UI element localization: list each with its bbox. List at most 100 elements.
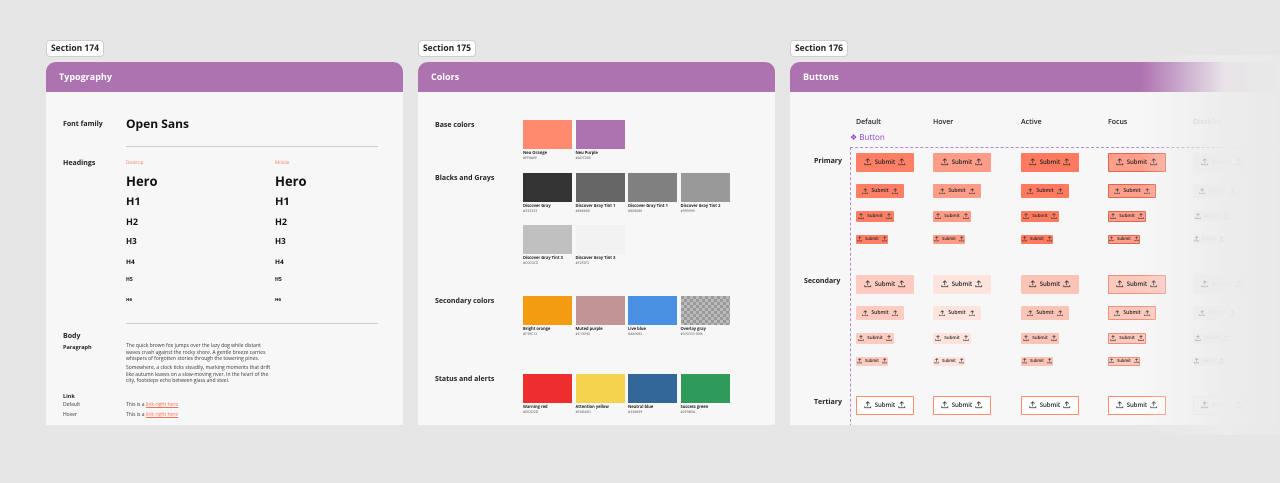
panel-header: Typography	[46, 62, 403, 92]
button[interactable]: Submit	[856, 306, 904, 320]
heading-sample: H4	[126, 257, 135, 266]
button-text: Submit	[944, 335, 960, 341]
state-label: Hover	[933, 118, 954, 127]
section-label: Section 176	[790, 40, 848, 57]
upload-icon	[1023, 213, 1029, 219]
upload-icon	[975, 401, 983, 409]
state-label: Focus	[1108, 118, 1128, 127]
color-swatch	[575, 374, 625, 403]
button[interactable]: Submit	[856, 332, 894, 344]
upload-icon	[886, 213, 892, 219]
upload-icon	[1029, 401, 1037, 409]
paragraph: Somewhere, a clock ticks steadily, marki…	[126, 365, 271, 384]
upload-icon	[1114, 309, 1121, 316]
button[interactable]: Submit	[1021, 332, 1059, 344]
swatch-hex: #336699	[628, 410, 643, 415]
button[interactable]: Submit	[933, 210, 971, 222]
button-text: Submit	[1032, 213, 1048, 219]
button-text: Submit	[874, 158, 896, 166]
label: Body	[63, 332, 81, 341]
color-swatch	[575, 120, 625, 149]
swatch-hex: #F39C12	[523, 332, 538, 337]
button[interactable]: Submit	[856, 152, 914, 172]
swatch-name: Neu Purple	[575, 151, 598, 156]
swatch-name: Discover Gray Tint 3	[575, 256, 616, 261]
button[interactable]: Submit	[856, 184, 904, 198]
button[interactable]: Submit	[933, 274, 991, 294]
button-text: Submit	[944, 213, 960, 219]
upload-icon	[1063, 401, 1071, 409]
upload-icon	[1116, 401, 1124, 409]
link-row: This is a link right here	[126, 412, 178, 418]
heading-sample: Hero	[275, 172, 307, 190]
upload-icon	[882, 236, 888, 242]
button[interactable]: Submit	[1021, 184, 1069, 198]
button[interactable]: Submit	[1108, 356, 1140, 366]
button[interactable]: Submit	[933, 332, 971, 344]
button-text: Submit	[867, 213, 883, 219]
swatch-name: Success green	[680, 405, 709, 410]
button-text: Submit	[951, 158, 973, 166]
button[interactable]: Submit	[856, 274, 914, 294]
upload-icon	[886, 335, 892, 341]
swatch-name: Warning red	[523, 405, 548, 410]
upload-icon	[1047, 236, 1053, 242]
button[interactable]: Submit	[1021, 234, 1053, 244]
button[interactable]: Submit	[933, 356, 965, 366]
button[interactable]: Submit	[1021, 152, 1079, 172]
button[interactable]: Submit	[1021, 395, 1079, 415]
upload-icon	[939, 309, 946, 316]
button[interactable]: Submit	[1108, 234, 1140, 244]
variant-label: Tertiary	[814, 398, 842, 407]
link-state: Default	[63, 402, 81, 408]
button-text: Submit	[948, 310, 966, 316]
button-text: Submit	[1036, 188, 1054, 194]
button-text: Submit	[942, 358, 956, 364]
button[interactable]: Submit	[1021, 356, 1053, 366]
button[interactable]: Submit	[933, 395, 991, 415]
swatch-name: Live blue	[628, 327, 646, 332]
button[interactable]: Submit	[1021, 210, 1059, 222]
heading-sample: H6	[126, 297, 133, 303]
link-state: Hover	[63, 412, 78, 418]
button[interactable]: Submit	[933, 152, 991, 172]
group-label: Secondary colors	[435, 297, 495, 306]
button[interactable]: Submit	[856, 356, 888, 366]
color-swatch	[575, 296, 625, 325]
upload-icon	[856, 358, 862, 364]
heading-sample: H6	[275, 297, 282, 303]
color-swatch	[523, 120, 572, 149]
upload-icon	[1116, 280, 1124, 288]
swatch-hex: #AD72B0	[575, 156, 591, 161]
button[interactable]: Submit	[933, 234, 965, 244]
link: link right here	[145, 412, 179, 418]
swatch-hex: #333333	[523, 209, 538, 214]
button-text: Submit	[1117, 236, 1131, 242]
button-text: Submit	[871, 188, 889, 194]
upload-icon	[858, 213, 864, 219]
button[interactable]: Submit	[856, 395, 914, 415]
upload-icon	[963, 213, 969, 219]
upload-icon	[1063, 280, 1071, 288]
heading-sample: H2	[275, 215, 288, 228]
swatch-hex: #C19595	[575, 332, 590, 337]
swatch-hex: #EE2D2D	[523, 410, 539, 415]
button[interactable]: Submit	[933, 184, 981, 198]
button[interactable]: Submit	[1021, 306, 1069, 320]
button[interactable]: Submit	[856, 210, 894, 222]
upload-icon	[1114, 187, 1121, 194]
upload-icon	[963, 335, 969, 341]
upload-icon	[1110, 213, 1116, 219]
button[interactable]: Submit	[1021, 274, 1079, 294]
swatch-hex: #333333 50%	[680, 332, 703, 337]
button-text: Submit	[1119, 213, 1135, 219]
upload-icon	[1063, 158, 1071, 166]
variant-label: Primary	[814, 157, 842, 166]
button[interactable]: Submit	[933, 306, 981, 320]
swatch-name: Muted purple	[575, 327, 603, 332]
selection-frame	[850, 147, 1280, 425]
panel-header: Colors	[418, 62, 775, 92]
swatch-hex: #999999	[680, 209, 695, 214]
button[interactable]: Submit	[856, 234, 888, 244]
